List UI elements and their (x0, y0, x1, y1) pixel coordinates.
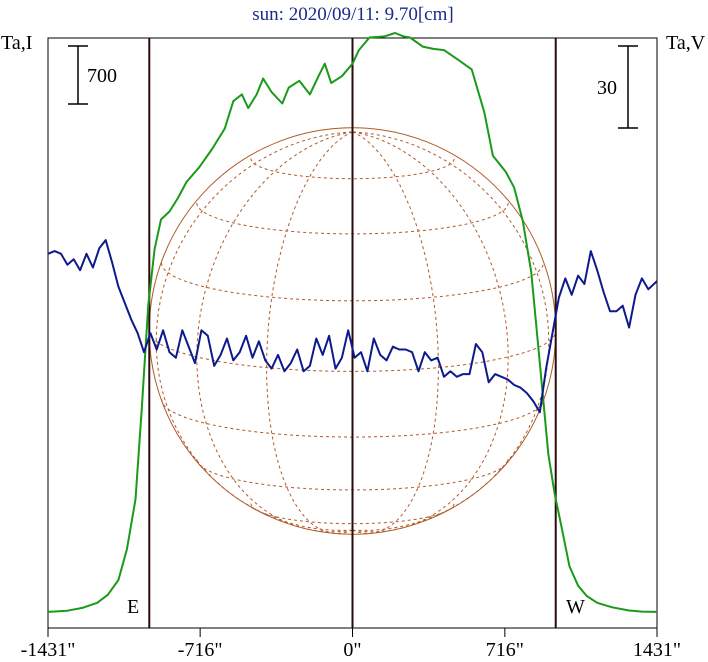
longitude-line-1 (196, 131, 353, 533)
reference-lines (148, 38, 557, 628)
right-scale-bar (618, 45, 638, 129)
longitude-line-4 (352, 131, 439, 534)
x-tick-label-4: 1431" (633, 639, 681, 661)
east-limb-label: E (127, 596, 139, 618)
series-group (47, 32, 658, 613)
x-tick-label-2: 0" (343, 639, 361, 661)
stokes-i-line (47, 32, 658, 613)
x-tick-label-3: 716" (486, 639, 524, 661)
right-axis-label: Ta,V (666, 32, 706, 54)
longitude-line-6 (352, 131, 550, 531)
stokes-v-line (47, 239, 658, 414)
x-axis: -1431" -716" 0" 716" 1431" (21, 628, 681, 661)
left-axis-label: Ta,I (1, 32, 32, 54)
left-scale-bar (68, 45, 88, 105)
left-scale-bar-label: 700 (87, 65, 117, 87)
longitude-line-5 (352, 131, 509, 533)
x-tick-label-0: -1431" (21, 639, 76, 661)
right-scale-bar-label: 30 (597, 77, 617, 99)
longitude-line-0 (155, 131, 353, 531)
west-limb-label: W (566, 596, 585, 618)
longitude-line-2 (266, 131, 353, 534)
chart-title: sun: 2020/09/11: 9.70[cm] (252, 4, 453, 25)
latitude-line-3 (148, 330, 557, 372)
x-tick-label-1: -716" (178, 639, 223, 661)
